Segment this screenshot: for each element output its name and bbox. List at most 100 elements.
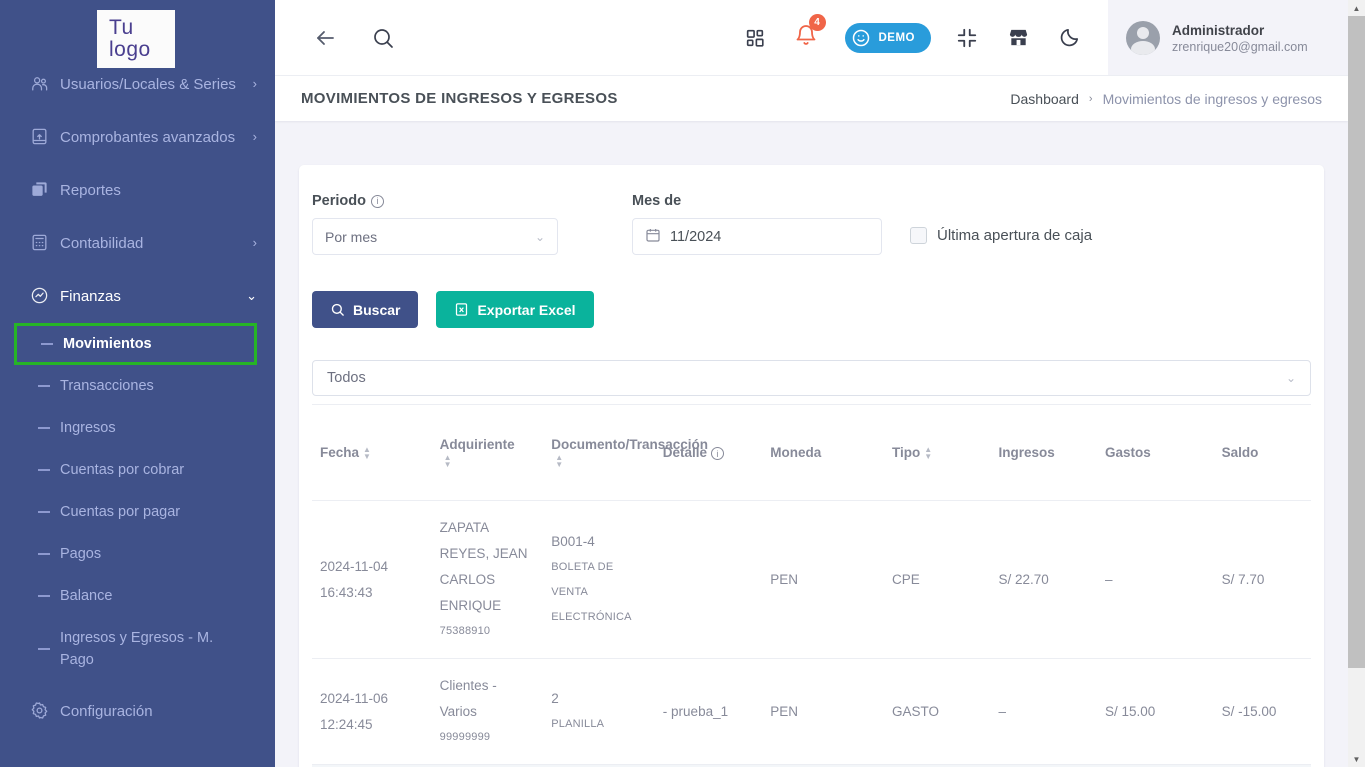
sort-icon: ▲ ▼ (924, 445, 933, 462)
search-icon[interactable] (371, 26, 395, 50)
dash-icon (38, 648, 50, 650)
sidebar-item-usuarios-locales[interactable]: Usuarios/Locales & Series › (0, 70, 275, 111)
cell-detalle: - prueba_1 (654, 658, 763, 765)
chevron-right-icon: › (252, 76, 257, 91)
breadcrumb: Dashboard › Movimientos de ingresos y eg… (1010, 91, 1322, 107)
top-header: 4 DEMO Administrador zrenriq (275, 0, 1348, 75)
users-icon (30, 74, 49, 93)
sidebar-subitem-cuentas-por-pagar[interactable]: Cuentas por pagar (0, 491, 275, 533)
store-icon[interactable] (1006, 26, 1030, 50)
dash-icon (41, 343, 53, 345)
dash-icon (38, 511, 50, 513)
vertical-scrollbar[interactable]: ▲ ▼ (1348, 0, 1365, 767)
sidebar-item-label: Comprobantes avanzados (60, 129, 236, 146)
gear-icon (30, 701, 49, 720)
buscar-button[interactable]: Buscar (312, 291, 419, 328)
total-gastos: S/ 15 (1096, 764, 1214, 767)
breadcrumb-dashboard[interactable]: Dashboard (1010, 90, 1079, 107)
user-avatar (1126, 20, 1160, 55)
page-title: MOVIMIENTOS DE INGRESOS Y EGRESOS (301, 90, 618, 107)
mes-de-label: Mes de (632, 193, 682, 209)
dash-icon (38, 553, 50, 555)
info-icon: i (710, 447, 724, 461)
cell-detalle (654, 500, 763, 659)
table-row[interactable]: 2024-11-04 16:43:43 ZAPATA REYES, JEAN C… (312, 500, 1311, 659)
sidebar-subitem-cuentas-por-cobrar[interactable]: Cuentas por cobrar (0, 449, 275, 491)
page-content: Periodo i Por mes ⌄ Mes de 11/2024 (275, 121, 1348, 767)
user-menu[interactable]: Administrador zrenrique20@gmail.com (1108, 0, 1348, 75)
page-title-bar: MOVIMIENTOS DE INGRESOS Y EGRESOS Dashbo… (275, 75, 1348, 121)
col-documento[interactable]: Documento/Transacción ▲ ▼ (543, 404, 708, 501)
scroll-down-arrow[interactable]: ▼ (1352, 754, 1361, 764)
cell-tipo: GASTO (884, 658, 991, 765)
sidebar-item-reportes[interactable]: Reportes (0, 164, 275, 217)
dash-icon (38, 595, 50, 597)
col-tipo[interactable]: Tipo ▲ ▼ (884, 404, 991, 501)
apps-grid-icon[interactable] (743, 26, 767, 50)
demo-badge[interactable]: DEMO (844, 22, 931, 53)
movements-table: Fecha ▲ ▼ Adquiriente ▲ ▼ Documento/Transacc… (312, 404, 1311, 767)
sidebar-subitem-transacciones[interactable]: Transacciones (0, 365, 275, 407)
sidebar-item-finanzas[interactable]: Finanzas ⌄ (0, 270, 275, 323)
exportar-excel-button[interactable]: Exportar Excel (436, 291, 594, 328)
cell-adquiriente: Clientes - Varios 99999999 (431, 658, 544, 765)
tipo-movimiento-select[interactable]: Todos ⌄ (312, 360, 1311, 396)
chevron-down-icon: ⌄ (246, 288, 257, 303)
notification-bell-icon[interactable]: 4 (794, 14, 826, 52)
col-saldo: Saldo (1213, 404, 1311, 501)
dash-icon (38, 427, 50, 429)
cell-adquiriente: ZAPATA REYES, JEAN CARLOS ENRIQUE 753889… (431, 500, 544, 659)
table-row[interactable]: 2024-11-06 12:24:45 Clientes - Varios 99… (312, 658, 1311, 765)
cell-fecha: 2024-11-06 12:24:45 (312, 658, 432, 765)
cell-saldo: S/ -15.00 (1213, 658, 1311, 765)
breadcrumb-current: Movimientos de ingresos y egresos (1102, 90, 1322, 107)
cell-gastos: – (1096, 500, 1214, 659)
total-ingresos: S/ 22,7 (990, 764, 1097, 767)
cell-ingresos: – (990, 658, 1097, 765)
mes-de-input[interactable]: 11/2024 (632, 218, 882, 255)
totals-row: S/ 22,7 S/ 15 S/ -7,3 (312, 764, 1311, 767)
back-arrow-icon[interactable] (313, 26, 337, 50)
calendar-icon (645, 227, 661, 247)
user-email: zrenrique20@gmail.com (1172, 39, 1308, 54)
compress-icon[interactable] (955, 26, 979, 50)
app-logo[interactable]: Tu logo (97, 10, 175, 68)
dark-mode-moon-icon[interactable] (1057, 26, 1081, 50)
sort-icon: ▲ ▼ (555, 452, 564, 469)
sidebar-item-label: Contabilidad (60, 235, 144, 252)
cell-documento: 2 PLANILLA (543, 658, 655, 765)
col-detalle: Detalle i (654, 404, 763, 501)
document-icon (30, 127, 49, 146)
main-area: 4 DEMO Administrador zrenriq (275, 0, 1348, 767)
reports-icon (30, 180, 49, 199)
sidebar-item-configuracion[interactable]: Configuración (0, 681, 275, 738)
scroll-up-arrow[interactable]: ▲ (1352, 3, 1361, 13)
cell-tipo: CPE (884, 500, 991, 659)
sidebar-item-label: Reportes (60, 182, 121, 199)
chevron-right-icon: › (252, 129, 257, 144)
periodo-label: Periodo i (312, 193, 558, 209)
sidebar-subitem-ingresos[interactable]: Ingresos (0, 407, 275, 449)
periodo-select[interactable]: Por mes ⌄ (312, 218, 558, 255)
sort-icon: ▲ ▼ (443, 452, 452, 469)
scrollbar-thumb[interactable] (1348, 16, 1365, 668)
sidebar-subitem-balance[interactable]: Balance (0, 575, 275, 617)
sidebar-item-label: Finanzas (60, 288, 121, 305)
ultima-apertura-checkbox[interactable] (910, 227, 927, 244)
cell-fecha: 2024-11-04 16:43:43 (312, 500, 432, 659)
sidebar-subitem-movimientos[interactable]: Movimientos (17, 326, 254, 362)
col-adquiriente[interactable]: Adquiriente ▲ ▼ (431, 404, 544, 501)
col-fecha[interactable]: Fecha ▲ ▼ (312, 404, 432, 501)
annotation-highlight-box: Movimientos (14, 323, 257, 365)
dash-icon (38, 469, 50, 471)
sidebar-item-comprobantes[interactable]: Comprobantes avanzados › (0, 111, 275, 164)
sidebar-item-label: Configuración (60, 703, 153, 720)
sidebar-menu: Usuarios/Locales & Series › Comprobantes… (0, 70, 275, 767)
sidebar-subitem-ingresos-egresos-mpago[interactable]: Ingresos y Egresos - M. Pago (0, 617, 275, 681)
sidebar-subitem-pagos[interactable]: Pagos (0, 533, 275, 575)
sidebar-item-contabilidad[interactable]: Contabilidad › (0, 217, 275, 270)
cell-ingresos: S/ 22.70 (990, 500, 1097, 659)
col-ingresos: Ingresos (990, 404, 1097, 501)
cell-moneda: PEN (762, 658, 884, 765)
col-moneda: Moneda (762, 404, 884, 501)
